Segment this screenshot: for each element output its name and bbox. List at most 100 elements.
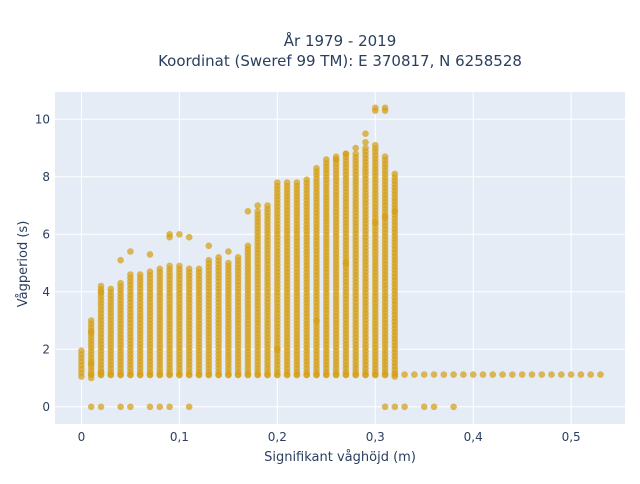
data-point <box>381 107 389 114</box>
x-tick-label: 0 <box>78 430 86 444</box>
data-point <box>107 371 115 378</box>
data-point <box>205 371 213 378</box>
data-point <box>87 328 95 336</box>
data-point <box>313 371 320 378</box>
y-tick-label: 8 <box>42 170 50 184</box>
data-point <box>97 282 105 290</box>
data-point <box>342 371 350 378</box>
data-point <box>146 251 154 258</box>
data-point <box>587 371 594 378</box>
data-point <box>254 371 261 378</box>
data-point <box>244 371 252 378</box>
data-point <box>283 179 291 186</box>
data-point <box>205 256 213 264</box>
data-point <box>450 371 457 378</box>
data-point <box>548 371 555 378</box>
data-point <box>225 248 232 255</box>
data-point <box>518 371 526 378</box>
data-point <box>195 371 203 378</box>
x-axis-ticks: 0 0,1 0,2 0,3 0,4 0,5 <box>78 430 581 444</box>
data-point <box>117 256 124 264</box>
data-point <box>332 371 340 378</box>
data-point <box>420 403 428 411</box>
data-point <box>87 360 95 367</box>
data-point <box>166 403 173 411</box>
data-point <box>156 403 164 411</box>
data-point <box>176 371 183 378</box>
data-point <box>166 231 173 238</box>
data-point <box>528 371 536 378</box>
data-point <box>499 371 506 378</box>
data-point <box>479 371 487 378</box>
data-point <box>225 259 232 267</box>
x-tick-label: 0,4 <box>464 430 483 444</box>
data-point <box>185 233 193 241</box>
data-point <box>283 371 291 378</box>
data-point <box>264 371 271 378</box>
data-point <box>469 371 477 378</box>
data-point <box>215 253 222 261</box>
chart-title-line-1: År 1979 - 2019 <box>284 31 397 50</box>
data-point <box>274 371 281 378</box>
data-point <box>264 202 271 209</box>
y-tick-label: 4 <box>42 285 50 299</box>
data-point <box>372 141 379 149</box>
data-point <box>254 208 261 215</box>
data-point <box>303 176 311 183</box>
data-point <box>372 219 379 227</box>
y-tick-label: 0 <box>42 400 50 414</box>
data-point <box>313 317 320 324</box>
data-point <box>205 242 213 250</box>
data-point <box>293 371 301 378</box>
data-points <box>78 104 604 411</box>
data-point <box>381 153 389 160</box>
data-point <box>509 371 516 378</box>
data-point <box>254 202 261 209</box>
data-point <box>146 371 154 378</box>
data-point <box>450 403 457 411</box>
data-point <box>420 371 428 378</box>
data-point <box>391 371 399 378</box>
data-point <box>274 179 281 186</box>
chart-title-line-2: Koordinat (Sweref 99 TM): E 370817, N 62… <box>158 52 522 70</box>
data-point <box>166 371 173 378</box>
data-point <box>117 403 124 411</box>
data-point <box>303 371 311 378</box>
data-point <box>127 403 134 411</box>
data-point <box>107 285 115 293</box>
x-tick-label: 0,1 <box>170 430 189 444</box>
data-point <box>215 371 222 378</box>
data-point <box>381 371 389 378</box>
data-point <box>558 371 565 378</box>
data-point <box>342 150 350 158</box>
data-point <box>332 156 340 163</box>
data-point <box>381 213 389 221</box>
data-point <box>78 347 85 355</box>
data-point <box>244 242 252 250</box>
data-point <box>577 371 585 378</box>
data-point <box>362 371 369 378</box>
y-tick-label: 10 <box>35 112 50 126</box>
data-point <box>156 371 164 378</box>
data-point <box>401 371 408 378</box>
y-axis-ticks: 0 2 4 6 8 10 <box>35 112 50 413</box>
data-point <box>381 403 389 411</box>
data-point <box>195 265 203 273</box>
data-point <box>146 268 154 276</box>
data-point <box>391 208 399 215</box>
data-point <box>97 369 105 376</box>
data-point <box>185 371 193 378</box>
data-point <box>362 130 369 137</box>
data-point <box>176 231 183 238</box>
data-point <box>176 262 183 270</box>
data-point <box>411 371 418 378</box>
data-point <box>489 371 497 378</box>
data-point <box>362 139 369 146</box>
data-point <box>234 371 242 378</box>
x-tick-label: 0,5 <box>562 430 581 444</box>
data-point <box>136 371 144 378</box>
y-tick-label: 6 <box>42 227 50 241</box>
data-point <box>117 371 124 378</box>
